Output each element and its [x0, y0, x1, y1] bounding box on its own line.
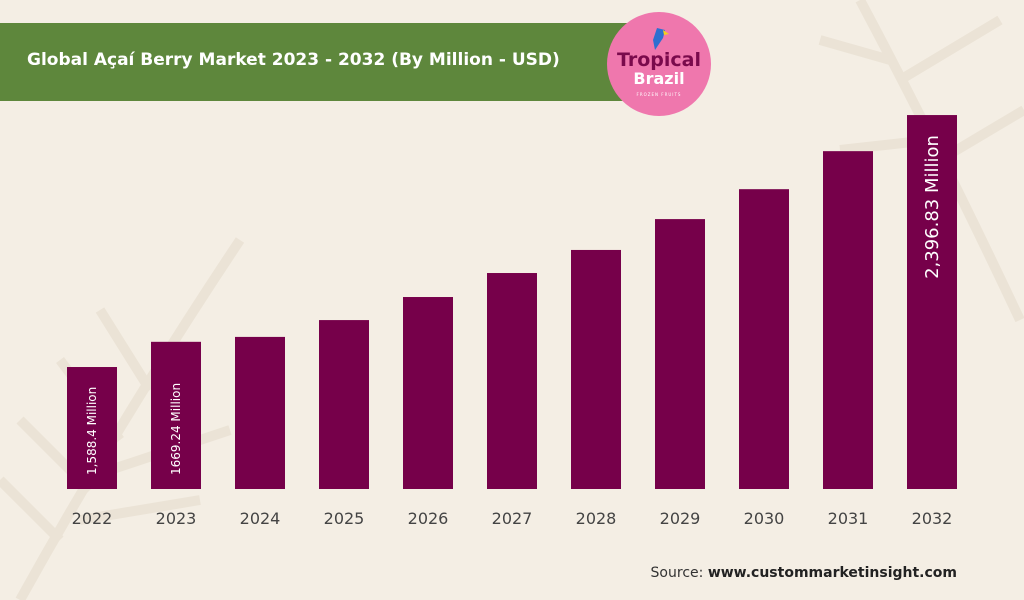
source-link[interactable]: www.custommarketinsight.com	[707, 565, 957, 581]
chart-title: Global Açaí Berry Market 2023 - 2032 (By…	[27, 50, 560, 70]
bar-2031	[823, 151, 873, 490]
x-tick-label: 2030	[744, 509, 785, 528]
title-band	[0, 23, 640, 101]
x-tick-label: 2028	[576, 509, 617, 528]
bar-2029	[655, 219, 705, 489]
bar-2022	[67, 367, 117, 489]
bar-2032	[907, 115, 957, 490]
x-tick-label: 2022	[72, 509, 113, 528]
x-tick-label: 2029	[660, 509, 701, 528]
bar-2027	[487, 273, 537, 489]
bar-2024	[235, 336, 285, 489]
x-tick-label: 2031	[828, 509, 869, 528]
bar-2026	[403, 297, 453, 489]
x-tick-label: 2026	[408, 509, 449, 528]
source-label: Source:	[650, 565, 704, 581]
logo-line-1: Tropical	[616, 49, 701, 71]
x-tick-label: 2025	[324, 509, 365, 528]
x-tick-label: 2032	[912, 509, 953, 528]
tropical-brazil-logo: Tropical Brazil FROZEN FRUITS	[607, 12, 711, 116]
bar-2023	[151, 341, 201, 489]
x-tick-label: 2023	[156, 509, 197, 528]
x-tick-label: 2027	[492, 509, 533, 528]
bar-2028	[571, 249, 621, 489]
data-label: 2,396.83 Million	[922, 135, 943, 279]
bar-2030	[739, 189, 789, 489]
bar-2025	[319, 320, 369, 489]
x-tick-label: 2024	[240, 509, 281, 528]
logo-line-2: Brazil	[633, 69, 685, 88]
logo-line-3: FROZEN FRUITS	[636, 92, 682, 97]
data-label: 1669.24 Million	[169, 383, 183, 475]
data-label: 1,588.4 Million	[85, 387, 99, 475]
parrot-icon	[653, 28, 669, 50]
source-note: Source: www.custommarketinsight.com	[651, 565, 957, 581]
